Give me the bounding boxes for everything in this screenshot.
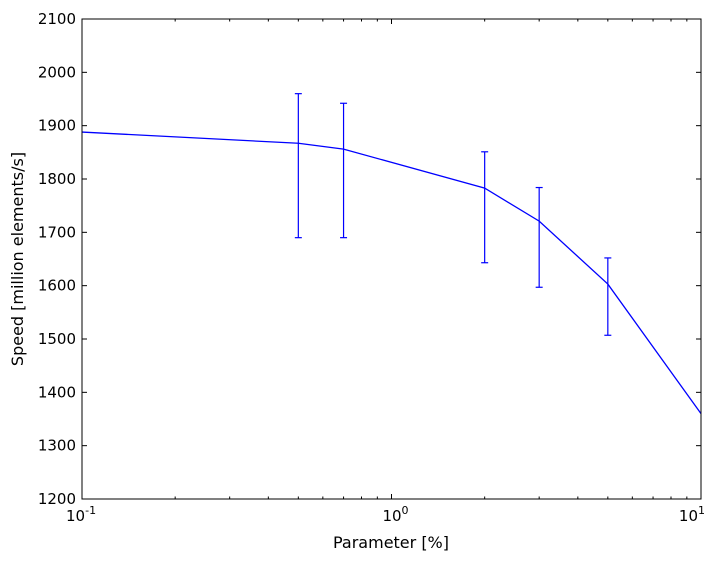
tick-labels: 10-1 100 101 1200 1300 1400 1500 1600 1700 1800 19… [38, 10, 705, 525]
y-tick-label: 1600 [38, 277, 76, 295]
minor-ticks [174, 19, 688, 499]
y-tick-label: 2000 [38, 63, 76, 81]
chart-marks [81, 93, 702, 415]
x-tick-label: 101 [679, 504, 705, 525]
y-tick-label: 1400 [38, 383, 76, 401]
y-tick-label: 1200 [38, 490, 76, 508]
y-tick-label: 2100 [38, 10, 76, 28]
y-tick-label: 1700 [38, 223, 76, 241]
y-axis-label: Speed [million elements/s] [8, 152, 27, 366]
x-tick-label: 10-1 [66, 504, 96, 525]
y-tick-label: 1800 [38, 170, 76, 188]
y-tick-label: 1900 [38, 117, 76, 135]
y-tick-label: 1500 [38, 330, 76, 348]
y-tick-label: 1300 [38, 437, 76, 455]
plot-frame [81, 18, 702, 500]
x-axis-label: Parameter [%] [333, 533, 449, 552]
x-tick-label: 100 [382, 504, 408, 525]
